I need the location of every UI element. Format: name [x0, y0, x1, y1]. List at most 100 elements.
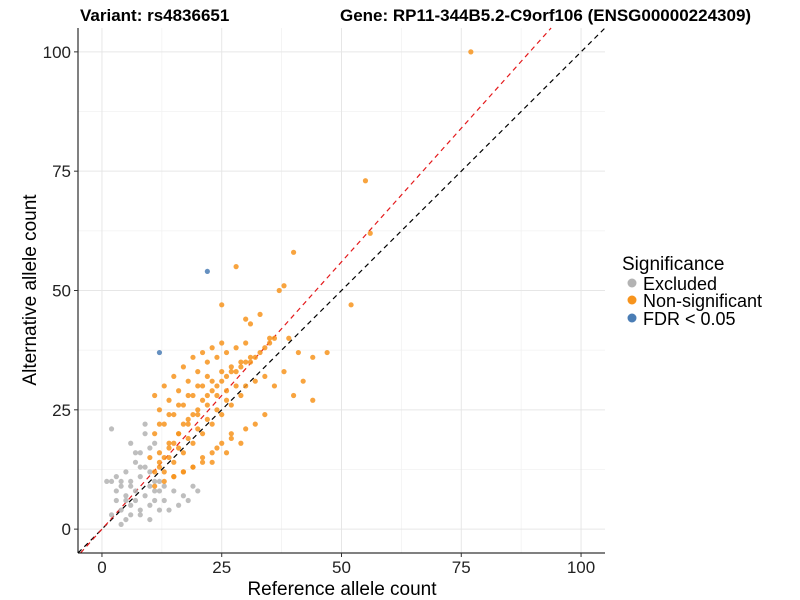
y-axis-title: Alternative allele count — [20, 194, 41, 386]
point-non-significant — [161, 383, 167, 389]
point-non-significant — [243, 340, 249, 346]
point-non-significant — [228, 402, 234, 408]
point-non-significant — [468, 49, 474, 55]
point-non-significant — [257, 311, 263, 317]
x-tick-label: 25 — [212, 558, 231, 577]
point-excluded — [108, 512, 115, 518]
point-non-significant — [166, 454, 172, 461]
point-excluded — [108, 426, 115, 432]
point-non-significant — [214, 383, 220, 389]
chart-title-gene: Gene: RP11-344B5.2-C9orf106 (ENSG0000022… — [340, 6, 751, 25]
point-excluded — [161, 483, 167, 489]
point-non-significant — [180, 421, 186, 427]
point-non-significant — [166, 397, 172, 403]
point-non-significant — [247, 359, 254, 365]
point-excluded — [123, 516, 129, 523]
point-non-significant — [243, 426, 249, 432]
point-non-significant — [199, 383, 206, 389]
point-excluded — [128, 440, 134, 446]
point-non-significant — [228, 364, 234, 370]
point-non-significant — [161, 421, 167, 427]
point-non-significant — [161, 469, 167, 475]
point-non-significant — [228, 369, 234, 375]
point-non-significant — [152, 469, 158, 475]
point-non-significant — [171, 440, 177, 446]
y-tick-label: 25 — [52, 401, 71, 420]
point-non-significant — [310, 354, 316, 360]
point-non-significant — [219, 340, 225, 346]
point-non-significant — [199, 459, 206, 465]
point-non-significant — [176, 431, 182, 437]
y-tick-label: 0 — [62, 520, 71, 539]
point-non-significant — [219, 302, 225, 308]
point-excluded — [142, 464, 148, 470]
point-excluded — [142, 431, 148, 437]
point-excluded — [128, 502, 134, 508]
point-non-significant — [190, 354, 196, 360]
point-non-significant — [223, 373, 230, 380]
point-non-significant — [176, 445, 182, 451]
point-excluded — [113, 474, 119, 480]
point-excluded — [132, 488, 139, 494]
point-excluded — [171, 488, 177, 494]
point-non-significant — [185, 435, 191, 442]
point-excluded — [123, 469, 129, 475]
point-non-significant — [219, 378, 225, 384]
point-non-significant — [209, 378, 215, 384]
point-non-significant — [257, 349, 263, 356]
point-excluded — [118, 521, 124, 527]
point-non-significant — [300, 378, 306, 384]
point-non-significant — [238, 364, 244, 370]
point-non-significant — [209, 450, 215, 456]
point-non-significant — [166, 440, 172, 446]
point-fdr-0-05 — [204, 268, 210, 275]
point-non-significant — [214, 354, 220, 360]
point-non-significant — [180, 469, 186, 475]
point-non-significant — [176, 402, 182, 408]
point-non-significant — [348, 302, 354, 308]
point-non-significant — [185, 378, 191, 384]
point-non-significant — [156, 459, 163, 465]
point-non-significant — [219, 440, 225, 446]
point-non-significant — [281, 283, 287, 289]
point-excluded — [113, 488, 119, 494]
point-non-significant — [195, 407, 201, 413]
point-non-significant — [233, 345, 239, 351]
point-excluded — [142, 421, 148, 427]
point-excluded — [190, 483, 196, 489]
point-non-significant — [209, 345, 215, 351]
legend-dot-non-significant — [627, 295, 637, 305]
point-non-significant — [262, 345, 268, 351]
point-non-significant — [367, 230, 373, 236]
point-non-significant — [156, 407, 163, 413]
point-non-significant — [195, 369, 201, 375]
point-non-significant — [190, 440, 196, 446]
point-non-significant — [161, 454, 167, 461]
point-non-significant — [238, 359, 244, 365]
point-non-significant — [185, 392, 191, 399]
point-non-significant — [219, 411, 225, 418]
point-non-significant — [176, 388, 182, 394]
point-non-significant — [180, 402, 186, 408]
point-excluded — [137, 507, 143, 513]
point-non-significant — [324, 349, 330, 356]
legend-title: Significance — [622, 254, 724, 275]
point-non-significant — [228, 431, 234, 437]
point-non-significant — [171, 474, 177, 480]
point-fdr-0-05 — [156, 349, 163, 356]
point-non-significant — [243, 383, 249, 389]
point-non-significant — [152, 431, 158, 437]
point-non-significant — [219, 369, 225, 375]
x-tick-label: 100 — [567, 558, 595, 577]
point-excluded — [147, 445, 153, 451]
point-non-significant — [166, 445, 172, 451]
point-non-significant — [267, 340, 273, 346]
point-excluded — [147, 516, 153, 523]
point-non-significant — [223, 397, 230, 403]
point-non-significant — [243, 359, 249, 365]
x-tick-label: 50 — [332, 558, 351, 577]
point-non-significant — [190, 392, 196, 399]
point-non-significant — [295, 349, 301, 356]
point-non-significant — [209, 421, 215, 427]
point-excluded — [128, 478, 134, 485]
